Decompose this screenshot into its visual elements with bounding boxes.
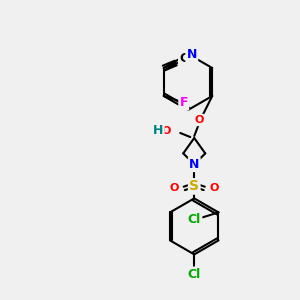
Text: O: O [169,183,179,194]
Text: O: O [195,115,204,125]
Text: N: N [189,158,200,171]
Text: Cl: Cl [188,268,201,281]
Text: O: O [162,126,171,136]
Text: C: C [179,52,188,65]
Text: F: F [179,97,188,110]
Text: S: S [189,179,199,194]
Text: O: O [210,183,219,194]
Text: N: N [187,49,197,62]
Text: Cl: Cl [188,213,201,226]
Text: H: H [153,124,164,137]
